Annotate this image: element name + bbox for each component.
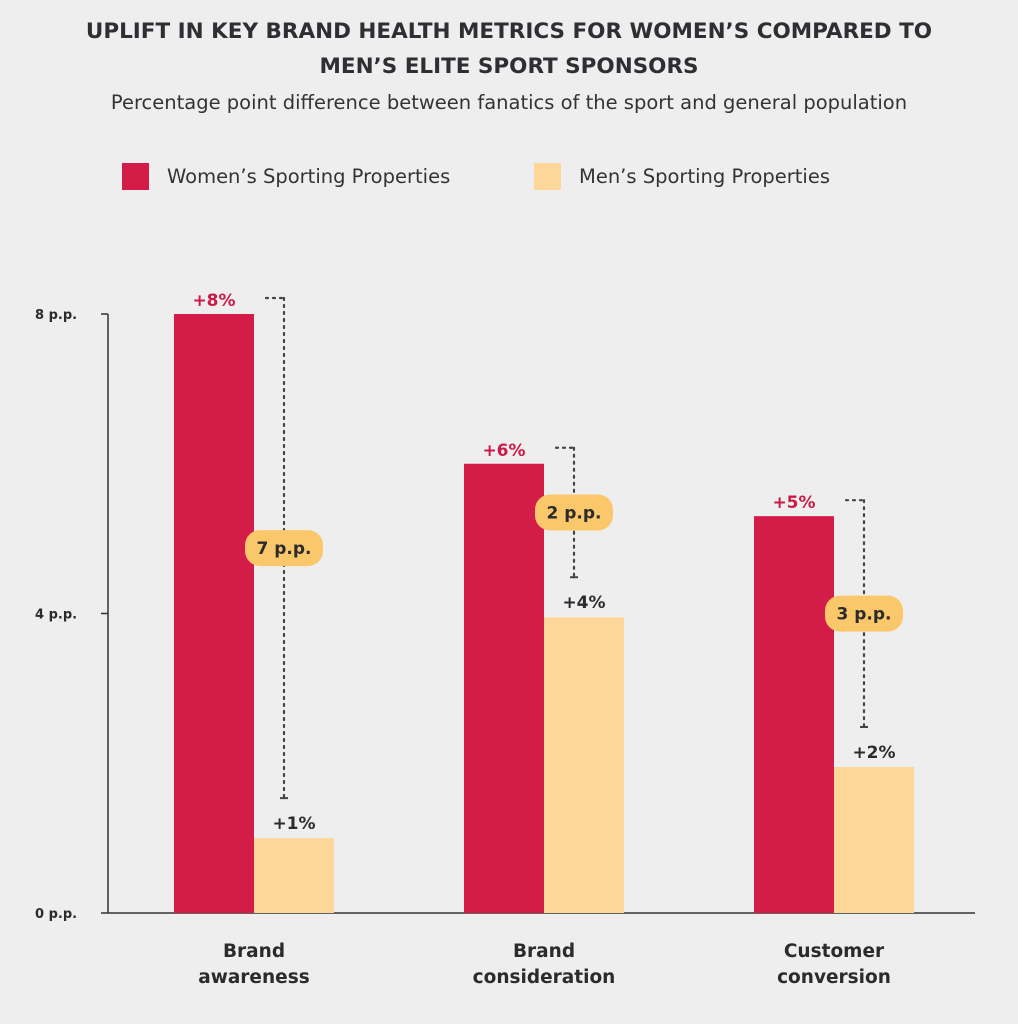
bar-men — [544, 617, 624, 913]
legend-label-men: Men’s Sporting Properties — [579, 164, 830, 188]
category-label-line: consideration — [473, 967, 616, 988]
category-label-line: Brand — [513, 941, 575, 962]
category-label: Customer conversion — [777, 941, 891, 988]
chart-title-line-2: MEN’S ELITE SPORT SPONSORS — [319, 54, 699, 79]
bar-men — [834, 766, 914, 913]
category-label-line: conversion — [777, 967, 891, 988]
difference-badge — [245, 530, 323, 567]
difference-badge — [825, 595, 903, 632]
value-label-men: +1% — [272, 814, 315, 834]
y-tick-label: 0 p.p. — [35, 907, 77, 922]
chart-subtitle: Percentage point difference between fana… — [110, 91, 908, 114]
y-tick-label: 4 p.p. — [35, 608, 77, 623]
value-label-men: +2% — [852, 743, 895, 763]
difference-label: 3 p.p. — [836, 605, 891, 625]
bar-men — [254, 838, 334, 913]
difference-badge — [535, 494, 613, 531]
bar-women — [464, 463, 544, 913]
value-label-women: +5% — [772, 493, 815, 513]
bar-women — [754, 516, 834, 913]
y-tick-label: 8 p.p. — [35, 308, 77, 323]
chart-title: UPLIFT IN KEY BRAND HEALTH METRICS FOR W… — [0, 14, 1018, 84]
category-label-line: Customer — [784, 941, 885, 962]
legend-item-men: Men’s Sporting Properties — [534, 160, 830, 192]
legend-item-women: Women’s Sporting Properties — [122, 160, 450, 192]
chart-title-line-1: UPLIFT IN KEY BRAND HEALTH METRICS FOR W… — [85, 19, 933, 44]
value-label-men: +4% — [562, 593, 605, 613]
difference-label: 2 p.p. — [546, 503, 601, 523]
legend-swatch-women — [122, 162, 149, 190]
value-label-women: +8% — [192, 291, 235, 311]
legend-swatch-men — [534, 162, 561, 190]
legend-label-women: Women’s Sporting Properties — [167, 164, 451, 188]
category-label: Brand consideration — [473, 941, 616, 988]
value-label-women: +6% — [482, 441, 525, 461]
difference-label: 7 p.p. — [256, 539, 311, 559]
category-label-line: awareness — [198, 967, 309, 988]
bar-women — [174, 314, 254, 913]
category-label-line: Brand — [223, 941, 285, 962]
category-label: Brand awareness — [198, 941, 309, 988]
